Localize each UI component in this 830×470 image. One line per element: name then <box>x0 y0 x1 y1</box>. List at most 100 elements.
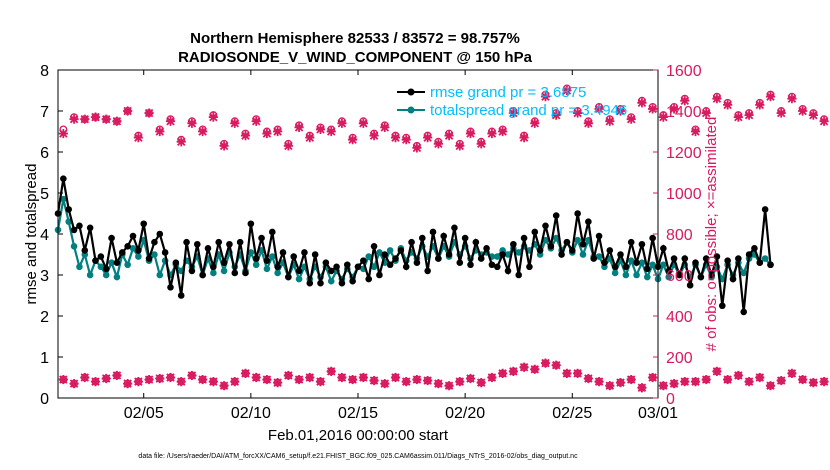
totalspread-point <box>552 234 560 242</box>
assimilated-marker <box>755 100 765 110</box>
assimilated_low-marker <box>508 366 518 376</box>
assimilated_low-marker <box>69 379 79 389</box>
assimilated_low-marker <box>58 374 68 385</box>
rmse-point <box>397 247 405 254</box>
totalspread-point <box>327 277 335 285</box>
rmse-point <box>563 238 571 246</box>
rmse-point <box>424 267 431 275</box>
totalspread-point <box>638 259 646 267</box>
totalspread-point <box>108 259 115 267</box>
assimilated-marker <box>530 118 540 128</box>
assimilated-marker <box>787 94 797 104</box>
y-right-tick-label: 200 <box>666 350 693 367</box>
rmse-point <box>102 265 110 273</box>
assimilated_low-marker <box>476 378 486 388</box>
assimilated_low-marker <box>690 377 701 387</box>
assimilated_low-marker <box>551 360 561 370</box>
assimilated-marker <box>187 118 197 128</box>
assimilated_low-marker <box>423 375 433 386</box>
assimilated_low-marker <box>80 372 90 383</box>
rmse-point <box>370 243 378 250</box>
totalspread-point <box>579 251 587 258</box>
rmse-point <box>161 249 169 256</box>
y-left-tick-label: 2 <box>40 309 49 326</box>
rmse-point <box>568 247 576 254</box>
rmse-point <box>499 251 506 258</box>
assimilated_low-marker <box>819 377 829 387</box>
assimilated-marker <box>444 131 454 141</box>
rmse-point <box>429 228 437 236</box>
rmse-point <box>204 245 212 252</box>
y-left-tick-label: 0 <box>40 391 49 408</box>
assimilated-marker <box>551 110 561 120</box>
assimilated-marker <box>540 92 551 102</box>
assimilated_low-marker <box>648 372 658 383</box>
rmse-point <box>70 226 78 234</box>
low-obs-series <box>58 358 829 393</box>
assimilated_low-marker <box>101 373 111 384</box>
rmse-point <box>472 238 480 246</box>
assimilated_low-marker <box>755 372 765 383</box>
y-axis-left-label: rmse and totalspread <box>23 164 40 305</box>
rmse-point <box>435 255 442 262</box>
assimilated_low-marker <box>358 372 368 383</box>
assimilated_low-marker <box>401 377 411 387</box>
assimilated_low-marker <box>573 368 583 378</box>
assimilated_low-marker <box>519 362 529 372</box>
assimilated_low-marker <box>187 370 197 381</box>
rmse-point <box>338 279 346 287</box>
assimilated-marker <box>455 141 465 151</box>
assimilated_low-marker <box>155 373 165 384</box>
rmse-point <box>60 175 67 182</box>
assimilated_low-marker <box>594 377 604 387</box>
rmse-point <box>729 275 737 283</box>
rmse-point <box>515 271 523 279</box>
y-left-tick-label: 7 <box>40 104 49 121</box>
rmse-point <box>767 261 774 269</box>
assimilated_low-marker <box>283 370 293 381</box>
assimilated-marker <box>155 126 165 137</box>
rmse-point <box>354 263 362 271</box>
rmse-point <box>558 251 565 258</box>
rmse-point <box>579 240 587 248</box>
rmse-point <box>386 261 394 269</box>
totalspread-point <box>102 271 110 279</box>
assimilated-marker <box>230 118 240 128</box>
rmse-point <box>113 259 121 267</box>
totalspread-point <box>60 195 67 203</box>
y-right-tick-label: 0 <box>666 391 675 408</box>
totalspread-point <box>370 263 378 271</box>
rmse-point <box>177 292 185 299</box>
assimilated_low-marker <box>240 368 251 378</box>
totalspread-point <box>595 253 603 260</box>
y-right-tick-label: 1600 <box>666 63 702 80</box>
assimilated-marker <box>305 133 315 143</box>
rmse-point <box>408 238 415 246</box>
rmse-point <box>670 255 678 262</box>
plot-area <box>58 70 658 398</box>
assimilated_low-marker <box>165 372 176 383</box>
rmse-point <box>440 232 448 240</box>
rmse-point <box>681 255 689 262</box>
y-left-tick-label: 1 <box>40 350 49 367</box>
rmse-point <box>649 234 656 242</box>
assimilated_low-marker <box>798 374 808 385</box>
assimilated_low-marker <box>294 374 304 385</box>
rmse-point <box>585 218 592 225</box>
totalspread-point <box>70 243 78 250</box>
assimilated_low-marker <box>251 372 261 383</box>
assimilated_low-marker <box>712 366 722 376</box>
y-right-tick-label: 400 <box>666 309 693 326</box>
y-right-tick-label: 1000 <box>666 186 702 203</box>
assimilated-marker <box>112 116 122 126</box>
assimilated-marker <box>198 126 208 137</box>
assimilated-marker <box>637 98 647 108</box>
rmse-point <box>761 206 769 213</box>
assimilated_low-marker <box>412 374 422 385</box>
assimilated_low-marker <box>369 375 379 386</box>
rmse-point <box>392 255 399 262</box>
rmse-point <box>376 271 383 279</box>
rmse-point <box>290 253 298 260</box>
assimilated_low-marker <box>658 381 668 391</box>
